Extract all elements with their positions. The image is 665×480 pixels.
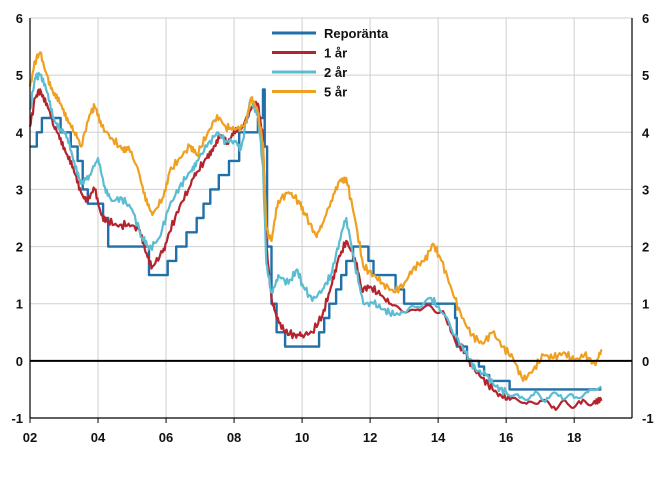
legend-label-3: 5 år — [324, 85, 347, 100]
series-lines — [28, 51, 603, 411]
series-line-3 — [28, 51, 603, 382]
x-tick-label-1: 04 — [91, 430, 106, 445]
x-tick-label-5: 12 — [363, 430, 377, 445]
legend-label-1: 1 år — [324, 46, 347, 61]
x-tick-label-2: 06 — [159, 430, 173, 445]
y-tick-label-left-0: 6 — [16, 11, 23, 26]
x-tick-label-4: 10 — [295, 430, 309, 445]
x-tick-label-3: 08 — [227, 430, 241, 445]
y-tick-label-right-5: 1 — [642, 297, 649, 312]
y-tick-label-left-6: 0 — [16, 354, 23, 369]
legend: Reporänta 1 år 2 år 5 år — [272, 26, 389, 100]
series-line-2 — [28, 71, 602, 403]
y-tick-label-left-7: -1 — [11, 411, 23, 426]
y-tick-label-right-6: 0 — [642, 354, 649, 369]
y-tick-label-left-4: 2 — [16, 240, 23, 255]
y-tick-label-right-4: 2 — [642, 240, 649, 255]
series-line-0 — [30, 88, 602, 391]
legend-label-2: 2 år — [324, 65, 347, 80]
axes — [29, 18, 633, 423]
y-tick-label-right-7: -1 — [642, 411, 654, 426]
y-tick-label-right-0: 6 — [642, 11, 649, 26]
x-tick-label-8: 18 — [567, 430, 581, 445]
x-tick-label-7: 16 — [499, 430, 513, 445]
y-tick-label-left-5: 1 — [16, 297, 23, 312]
legend-label-0: Reporänta — [324, 26, 389, 41]
y-tick-label-left-2: 4 — [16, 125, 24, 140]
x-tick-label-6: 14 — [431, 430, 446, 445]
x-tick-label-0: 02 — [23, 430, 37, 445]
y-tick-label-left-3: 3 — [16, 182, 23, 197]
y-tick-label-right-3: 3 — [642, 182, 649, 197]
y-tick-label-right-2: 4 — [642, 125, 650, 140]
y-tick-label-right-1: 5 — [642, 68, 649, 83]
y-tick-label-left-1: 5 — [16, 68, 23, 83]
